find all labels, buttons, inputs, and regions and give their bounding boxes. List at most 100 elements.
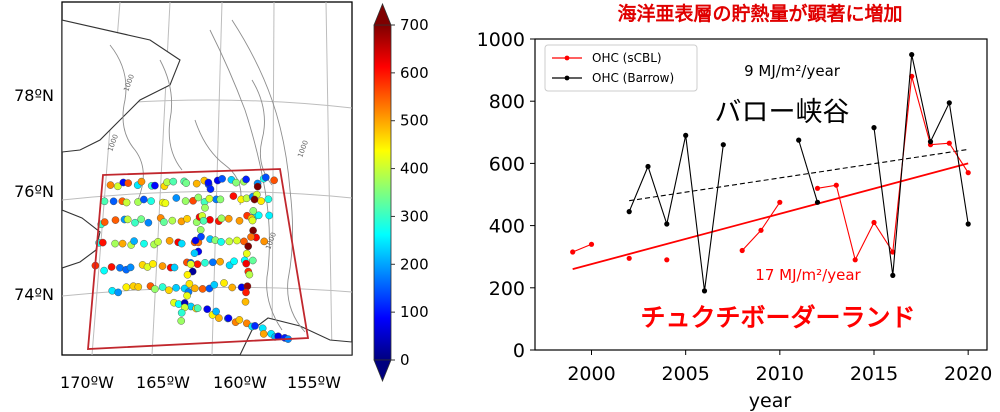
map-sample-point <box>99 238 107 247</box>
map-sample-point <box>245 270 254 279</box>
map-sample-point <box>114 182 122 191</box>
map-sample-point <box>196 226 205 234</box>
map-sample-point <box>265 211 274 220</box>
sCBL-region-label: チュクチボーダーランド <box>640 303 915 332</box>
map-sample-point <box>215 314 223 322</box>
map-sample-point <box>140 239 148 248</box>
map-sample-point <box>177 308 186 317</box>
x-tick-label: 2000 <box>567 363 615 385</box>
map-sample-point <box>204 178 213 187</box>
x-tick-label: 2015 <box>850 363 898 385</box>
map-sample-point <box>250 195 259 204</box>
map-sample-point <box>206 185 215 193</box>
map-sample-point <box>253 182 262 191</box>
map-sample-point <box>100 197 109 206</box>
map-sample-point <box>243 282 252 291</box>
legend-label-sCBL: OHC (sCBL) <box>592 51 662 65</box>
colorbar-min-extend <box>373 359 392 383</box>
data-point-barrow <box>946 100 952 106</box>
series-lines <box>570 52 971 294</box>
map-sample-point <box>216 195 225 204</box>
data-point-barrow <box>626 209 632 215</box>
data-point-barrow <box>814 199 821 205</box>
map-sample-point <box>261 173 270 182</box>
map-sample-point <box>123 215 132 224</box>
map-sample-point <box>109 197 118 206</box>
map-sample-point <box>205 194 214 203</box>
data-point-barrow <box>871 125 877 131</box>
map-sample-point <box>241 297 250 306</box>
map-sample-point <box>225 237 234 246</box>
map-sample-point <box>229 192 238 200</box>
map-sample-point <box>192 179 201 188</box>
lon-tick-labels: 170ºW 165ºW 160ºW 155ºW <box>60 373 341 392</box>
map-sample-point <box>230 257 238 266</box>
map-sample-point <box>208 258 217 267</box>
data-point-sCBL <box>758 227 764 233</box>
series-line-barrow <box>873 54 969 276</box>
map-sample-point <box>193 304 202 313</box>
map-sample-point <box>158 283 167 291</box>
data-point-sCBL <box>890 249 896 255</box>
map-sample-point <box>248 256 257 265</box>
map-sample-point <box>224 214 233 223</box>
map-sample-point <box>235 216 244 225</box>
colorbar-tick-label: 200 <box>400 255 429 273</box>
data-point-sCBL <box>833 182 839 188</box>
data-point-barrow <box>927 139 934 145</box>
trend-line-barrow <box>629 148 969 202</box>
legend-marker-barrow <box>564 75 570 81</box>
map-sample-point <box>201 203 209 212</box>
map-sample-point <box>172 283 180 292</box>
map-sample-point <box>106 181 115 189</box>
analysis-region-box <box>87 168 310 350</box>
barrow-region-label: バロー峡谷 <box>715 97 850 128</box>
map-sample-point <box>203 305 211 314</box>
lat-tick-74: 74ºN <box>14 285 54 304</box>
map-sample-point <box>244 242 252 251</box>
map-sample-point <box>240 237 248 246</box>
map-sample-point <box>165 286 173 295</box>
map-sample-point <box>168 216 177 225</box>
data-point-barrow <box>796 137 802 143</box>
data-point-sCBL <box>777 199 783 205</box>
map-sample-point <box>217 214 226 223</box>
map-sample-point <box>270 176 278 185</box>
map-sample-point <box>151 181 159 190</box>
data-point-barrow <box>645 163 651 170</box>
series-line-sCBL <box>572 243 592 253</box>
map-sample-point <box>139 195 148 204</box>
map-sample-point <box>210 280 219 289</box>
map-sample-point <box>201 258 209 267</box>
map-sample-point <box>182 179 190 187</box>
colorbar-body <box>373 24 392 361</box>
colorbar-tick-label: 600 <box>400 64 429 82</box>
data-point-sCBL <box>852 257 858 263</box>
x-tick-label: 2005 <box>661 363 709 385</box>
map-sample-point <box>160 218 168 226</box>
map-sample-point <box>260 237 269 246</box>
map-sample-point <box>249 207 258 215</box>
map-sample-point <box>183 270 192 279</box>
colorbar-tick-label: 700 <box>400 16 429 34</box>
map-sample-point <box>224 314 233 323</box>
land-mass <box>62 19 352 355</box>
map-sample-point <box>100 266 108 275</box>
map-sample-point <box>251 322 259 330</box>
map-sample-point <box>183 214 191 223</box>
map-sample-point <box>185 279 194 288</box>
lat-tick-labels: 78ºN 76ºN 74ºN <box>14 86 54 304</box>
lat-tick-76: 76ºN <box>14 182 54 201</box>
map-sample-point <box>190 249 199 257</box>
map-sample-point <box>233 236 241 245</box>
map-sample-point <box>217 238 225 246</box>
map-sample-point <box>118 239 127 248</box>
map-sample-point <box>181 197 190 205</box>
legend-label-barrow: OHC (Barrow) <box>592 71 674 85</box>
map-sample-point <box>249 226 257 235</box>
timeseries-axes: 2000 2005 2010 2015 2020 0 200 400 600 800 1000 <box>477 29 993 385</box>
map-sample-point <box>242 175 250 184</box>
colorbar-tick-label: 100 <box>400 303 429 321</box>
series-line-barrow <box>628 135 724 291</box>
